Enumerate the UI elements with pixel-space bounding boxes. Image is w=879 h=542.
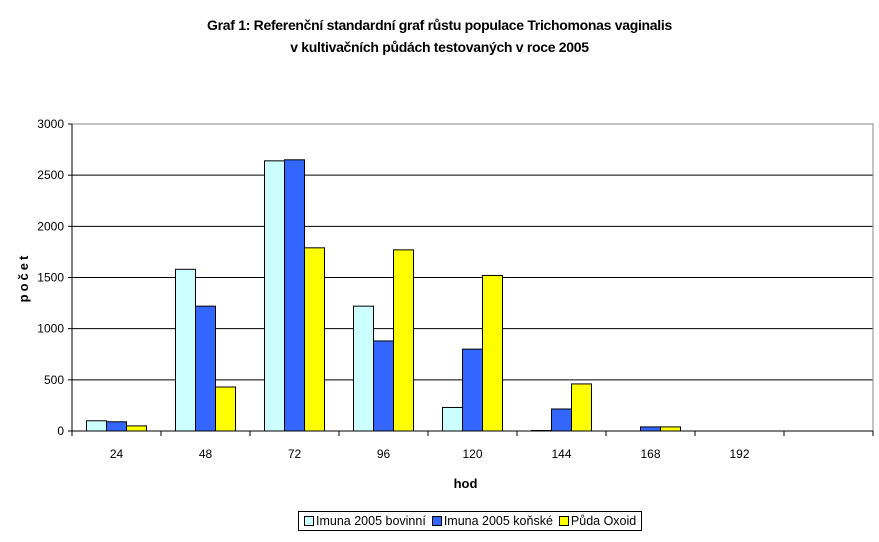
y-tick-label: 500 [44, 373, 64, 387]
y-tick-label: 2500 [37, 168, 64, 182]
x-axis-label: hod [454, 476, 478, 491]
legend-swatch [558, 516, 569, 526]
x-tick-label: 96 [377, 447, 391, 461]
bar-120-0 [442, 406, 463, 432]
bar-48-0 [175, 268, 196, 432]
bar-72-1 [284, 159, 305, 432]
bar-96-0 [353, 305, 374, 432]
legend-label: Imuna 2005 koňské [443, 514, 553, 528]
x-tick-label: 120 [462, 447, 482, 461]
y-tick-label: 3000 [37, 117, 64, 131]
x-tick-label: 144 [551, 447, 571, 461]
bar-48-2 [215, 386, 236, 432]
y-tick-label: 2000 [37, 219, 64, 233]
bar-96-1 [373, 340, 394, 432]
bar-24-0 [86, 420, 107, 432]
legend-label: Půda Oxoid [570, 514, 637, 528]
y-tick-label: 1000 [37, 322, 64, 336]
chart-title: Graf 1: Referenční standardní graf růstu… [0, 14, 879, 58]
bar-72-2 [304, 247, 325, 432]
chart-title-line-2: v kultivačních půdách testovaných v roce… [290, 39, 589, 55]
legend-swatch [431, 516, 442, 526]
x-tick-label: 48 [199, 447, 213, 461]
bar-72-0 [264, 160, 285, 432]
x-tick-label: 192 [729, 447, 749, 461]
y-axis-label: počet [16, 253, 31, 303]
x-tick-label: 24 [110, 447, 124, 461]
bar-144-2 [571, 383, 592, 432]
bar-48-1 [195, 305, 216, 432]
legend: Imuna 2005 bovinní Imuna 2005 koňské Půda … [298, 511, 643, 531]
legend-item: Imuna 2005 bovinní [304, 514, 426, 528]
bar-120-2 [482, 274, 503, 432]
bar-120-1 [462, 348, 483, 432]
bar-24-2 [126, 425, 147, 432]
legend-item: Půda Oxoid [558, 514, 637, 528]
bar-168-1 [640, 426, 661, 432]
bar-24-1 [106, 421, 127, 432]
legend-label: Imuna 2005 bovinní [316, 514, 426, 528]
chart-title-line-1: Graf 1: Referenční standardní graf růstu… [207, 17, 672, 33]
x-tick-label: 168 [640, 447, 660, 461]
legend-swatch [304, 516, 314, 526]
legend-item: Imuna 2005 koňské [431, 514, 553, 528]
bar-96-2 [393, 249, 414, 432]
x-tick-label: 72 [288, 447, 302, 461]
bar-144-1 [551, 408, 572, 432]
y-tick-label: 1500 [37, 271, 64, 285]
y-tick-label: 0 [57, 424, 64, 438]
bar-168-2 [660, 426, 681, 432]
